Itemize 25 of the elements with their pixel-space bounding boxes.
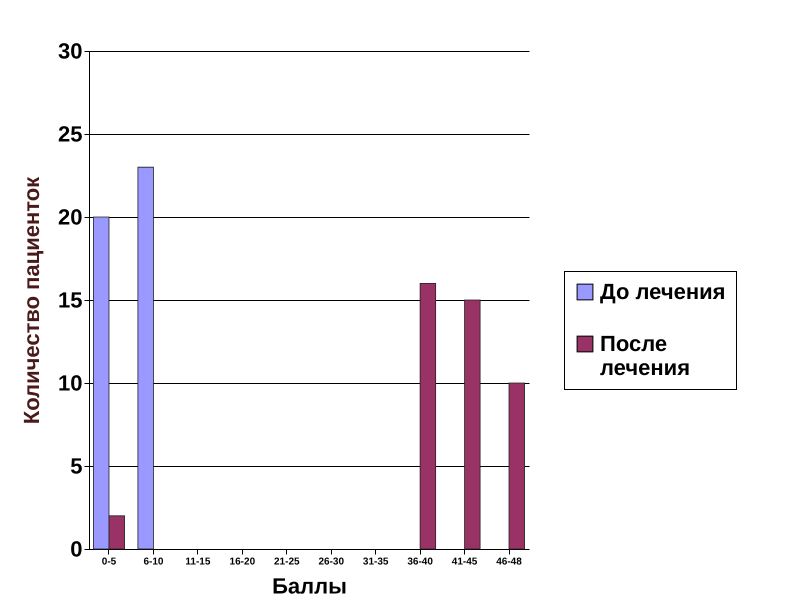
y-tick-label: 10: [58, 370, 82, 396]
bar: [508, 382, 525, 550]
x-tick-label: 11-15: [185, 556, 211, 568]
y-tick-label: 0: [70, 536, 82, 562]
y-tick-label: 30: [58, 38, 82, 64]
bar: [137, 166, 154, 550]
x-tick-label: 0-5: [102, 556, 117, 568]
x-tick-label: 21-25: [274, 556, 300, 568]
bar: [420, 283, 436, 550]
legend-label: После лечения: [600, 331, 690, 380]
bar: [464, 300, 481, 550]
x-tick-label: 16-20: [230, 556, 256, 568]
y-tick-label: 15: [58, 288, 82, 312]
x-axis-title: Баллы: [272, 574, 347, 598]
x-tick-label: 31-35: [362, 556, 389, 568]
y-axis-title: Количество пациенток: [19, 176, 44, 424]
y-tick-label: 20: [58, 204, 82, 230]
y-tick-label: 25: [58, 122, 82, 146]
x-tick-label: 6-10: [143, 556, 164, 568]
x-tick-label: 36-40: [407, 556, 434, 568]
y-tick-label: 5: [70, 454, 82, 478]
legend-label: До лечения: [600, 279, 726, 304]
x-tick-label: 41-45: [452, 556, 478, 568]
x-tick-label: 46-48: [496, 556, 522, 568]
x-tick-label: 26-30: [318, 556, 344, 568]
